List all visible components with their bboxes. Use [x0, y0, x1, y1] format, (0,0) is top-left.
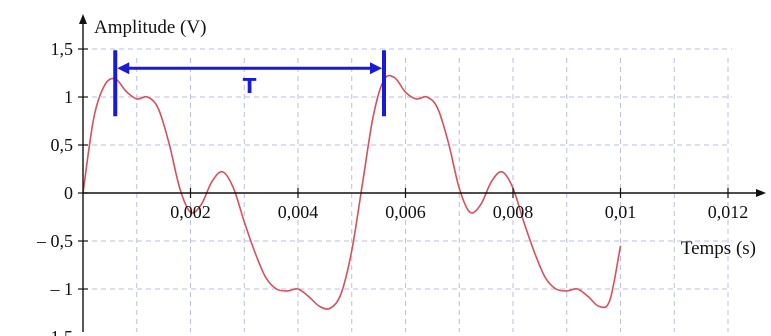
axes: – 1,5 – 1 – 0,5 0 0,5 1 1,5 0,002 0,004 0,006 0,00…	[36, 14, 766, 336]
grid	[83, 48, 732, 332]
y-tick-label: 1	[64, 87, 73, 107]
x-axis-arrow-icon	[756, 189, 766, 197]
period-annotation: T	[113, 50, 386, 117]
x-tick-label: 0,002	[170, 202, 211, 222]
x-tick-label: 0,008	[493, 202, 534, 222]
y-axis-arrow-icon	[79, 14, 87, 24]
y-axis-label: Amplitude (V)	[94, 17, 206, 38]
y-tick-label: – 1,5	[36, 327, 73, 336]
y-tick-label: 0,5	[51, 135, 74, 155]
x-axis-label: Temps (s)	[681, 238, 756, 259]
x-tick-label: 0,006	[385, 202, 426, 222]
period-label: T	[243, 74, 257, 98]
x-tick-label: 0,01	[605, 202, 637, 222]
y-tick-label: 0	[64, 183, 73, 203]
series-line	[82, 74, 622, 310]
signal-curve	[82, 74, 622, 310]
y-tick-label: – 0,5	[36, 231, 73, 251]
period-arrow-right-icon	[370, 62, 382, 75]
y-tick-label: 1,5	[51, 39, 74, 59]
y-tick-label: – 1	[50, 279, 74, 299]
period-arrow-left-icon	[117, 62, 130, 75]
x-tick-label: 0,012	[708, 202, 749, 222]
x-tick-label: 0,004	[278, 202, 319, 222]
